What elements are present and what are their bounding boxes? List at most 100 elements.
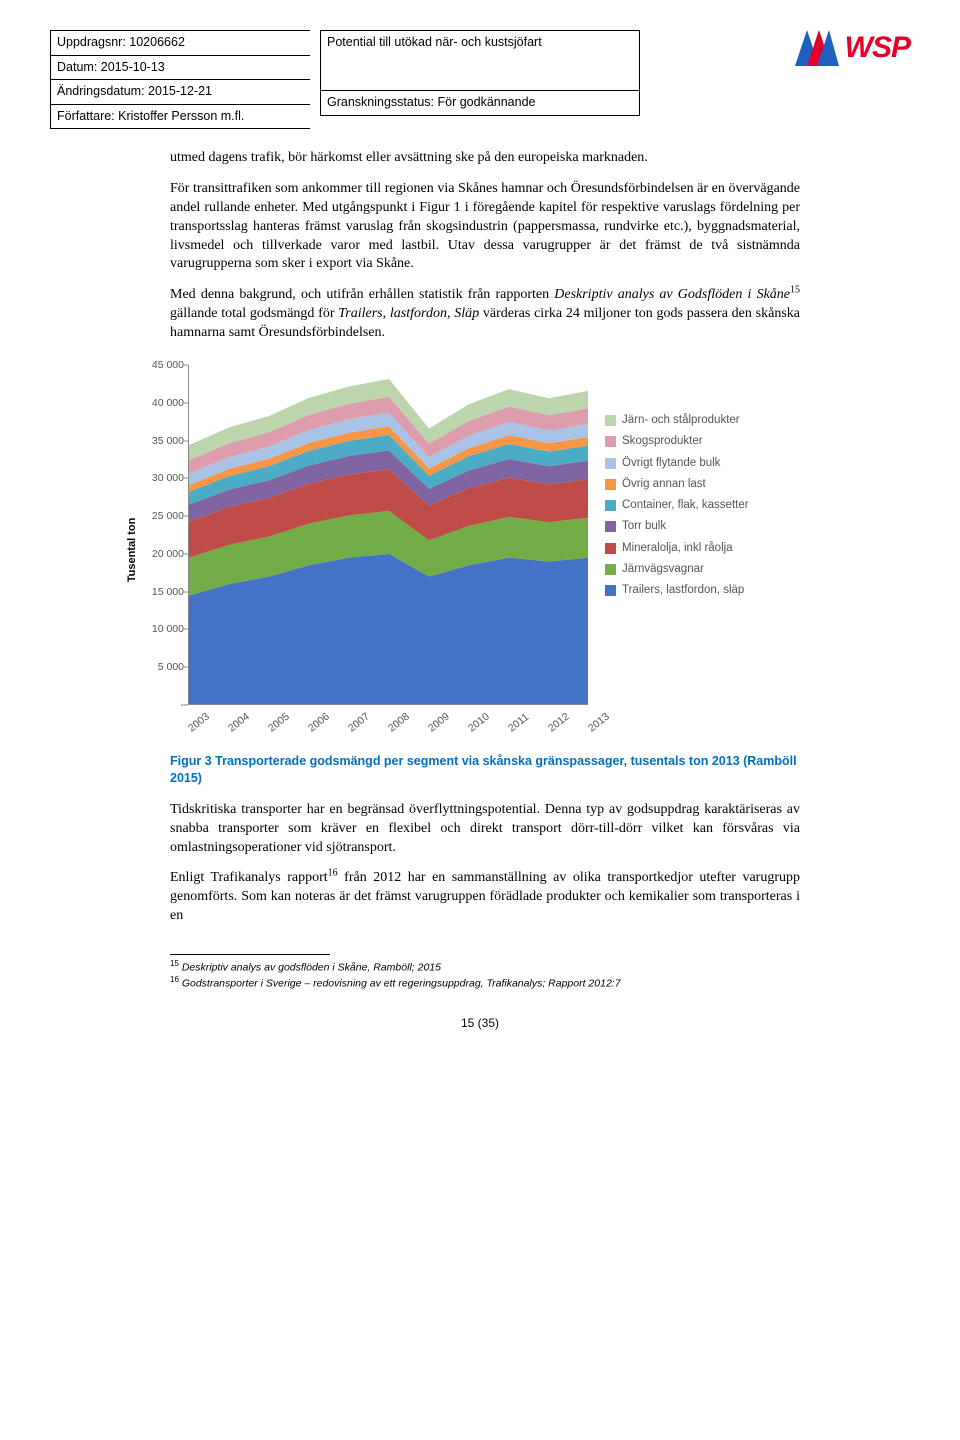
legend-5: Övrig annan last xyxy=(605,474,749,495)
logo-area: WSP xyxy=(650,30,910,66)
ytick-40000-mark xyxy=(184,402,188,403)
footnote-rule xyxy=(170,954,330,955)
ytick-5000-mark xyxy=(184,667,188,668)
uppdrag-label: Uppdragsnr: xyxy=(57,35,126,49)
forfattare-label: Författare: xyxy=(57,109,115,123)
ytick-40000: 40 000 xyxy=(150,397,184,409)
header-meta-left: Uppdragsnr: 10206662 Datum: 2015-10-13 Ä… xyxy=(50,30,310,129)
ytick-15000: 15 000 xyxy=(150,586,184,598)
xtick-2004: 2004 xyxy=(226,711,252,735)
footnotes: 15 Deskriptiv analys av godsflöden i Skå… xyxy=(170,954,800,990)
para-3-b: gällande total godsmängd för xyxy=(170,306,338,321)
legend-2: Mineralolja, inkl råolja xyxy=(605,538,749,559)
legend-7: Skogsprodukter xyxy=(605,431,749,452)
xtick-2011: 2011 xyxy=(506,711,531,734)
legend-label-7: Skogsprodukter xyxy=(622,431,703,452)
ytick-5000: 5 000 xyxy=(150,661,184,673)
doc-title: Potential till utökad när- och kustsjöfa… xyxy=(321,31,639,91)
para-3-i2: Trailers, lastfordon, Släp xyxy=(338,306,479,321)
ytick-15000-mark xyxy=(184,591,188,592)
legend-swatch-8 xyxy=(605,415,616,426)
datum-label: Datum: xyxy=(57,60,97,74)
legend-swatch-4 xyxy=(605,500,616,511)
forfattare-row: Författare: Kristoffer Persson m.fl. xyxy=(51,105,310,129)
ytick-45000-mark xyxy=(184,365,188,366)
ytick-30000-mark xyxy=(184,478,188,479)
wsp-logo-icon xyxy=(795,30,839,66)
xtick-2009: 2009 xyxy=(426,711,452,735)
xtick-2007: 2007 xyxy=(346,711,372,735)
legend-6: Övrigt flytande bulk xyxy=(605,453,749,474)
xtick-2012: 2012 xyxy=(546,711,572,735)
legend-swatch-5 xyxy=(605,479,616,490)
chart-legend: Järn- och stålprodukterSkogsprodukterÖvr… xyxy=(605,410,749,601)
ytick-35000: 35 000 xyxy=(150,435,184,447)
legend-swatch-1 xyxy=(605,564,616,575)
footnote-15: 15 Deskriptiv analys av godsflöden i Skå… xyxy=(170,959,800,975)
para-1: utmed dagens trafik, bör härkomst eller … xyxy=(170,149,800,168)
ytick-0: - xyxy=(150,699,184,711)
gransk-label: Granskningsstatus: xyxy=(327,95,434,109)
figure-caption: Figur 3 Transporterade godsmängd per seg… xyxy=(170,753,800,787)
body-column: utmed dagens trafik, bör härkomst eller … xyxy=(170,149,800,343)
andring-label: Ändringsdatum: xyxy=(57,84,145,98)
legend-swatch-6 xyxy=(605,458,616,469)
legend-swatch-3 xyxy=(605,521,616,532)
para-3-i1: Deskriptiv analys av Godsflöden i Skåne xyxy=(554,287,790,302)
legend-label-8: Järn- och stålprodukter xyxy=(622,410,740,431)
para-5-a: Enligt Trafikanalys rapport xyxy=(170,870,328,885)
xtick-2005: 2005 xyxy=(266,711,292,735)
legend-label-2: Mineralolja, inkl råolja xyxy=(622,538,733,559)
ytick-45000: 45 000 xyxy=(150,359,184,371)
para-5: Enligt Trafikanalys rapport16 från 2012 … xyxy=(170,869,800,926)
para-3-a: Med denna bakgrund, och utifrån erhållen… xyxy=(170,287,554,302)
footnote-16: 16 Godstransporter i Sverige – redovisni… xyxy=(170,975,800,991)
para-3-sup: 15 xyxy=(790,285,800,296)
fn16-num: 16 xyxy=(170,975,179,984)
body-column-2: Tidskritiska transporter har en begränsa… xyxy=(170,801,800,926)
legend-4: Container, flak, kassetter xyxy=(605,495,749,516)
chart-plot-area xyxy=(188,365,588,705)
legend-label-5: Övrig annan last xyxy=(622,474,706,495)
andring-row: Ändringsdatum: 2015-12-21 xyxy=(51,80,310,105)
para-2: För transittrafiken som ankommer till re… xyxy=(170,180,800,274)
ytick-35000-mark xyxy=(184,440,188,441)
para-3: Med denna bakgrund, och utifrån erhållen… xyxy=(170,286,800,343)
legend-label-3: Torr bulk xyxy=(622,516,666,537)
legend-swatch-0 xyxy=(605,585,616,596)
chart-ylabel: Tusental ton xyxy=(126,518,138,583)
andring-val: 2015-12-21 xyxy=(148,84,212,98)
page-number: 15 (35) xyxy=(50,1016,910,1030)
legend-swatch-7 xyxy=(605,436,616,447)
ytick-10000-mark xyxy=(184,629,188,630)
ytick-25000-mark xyxy=(184,516,188,517)
forfattare-val: Kristoffer Persson m.fl. xyxy=(118,109,244,123)
ytick-10000: 10 000 xyxy=(150,623,184,635)
xtick-2013: 2013 xyxy=(586,711,612,735)
para-5-sup: 16 xyxy=(328,868,338,879)
uppdrag-row: Uppdragsnr: 10206662 xyxy=(51,31,310,56)
wsp-logo: WSP xyxy=(795,30,910,66)
chart-svg xyxy=(189,365,588,705)
ytick-0-mark xyxy=(184,705,188,706)
legend-1: Järnvägsvagnar xyxy=(605,559,749,580)
datum-val: 2015-10-13 xyxy=(101,60,165,74)
legend-8: Järn- och stålprodukter xyxy=(605,410,749,431)
legend-label-0: Trailers, lastfordon, släp xyxy=(622,580,744,601)
gransk-val: För godkännande xyxy=(437,95,535,109)
document-header: Uppdragsnr: 10206662 Datum: 2015-10-13 Ä… xyxy=(50,30,910,129)
wsp-logo-text: WSP xyxy=(845,31,910,65)
uppdrag-nr: 10206662 xyxy=(129,35,185,49)
gransk-row: Granskningsstatus: För godkännande xyxy=(321,91,639,115)
datum-row: Datum: 2015-10-13 xyxy=(51,56,310,81)
ytick-20000-mark xyxy=(184,553,188,554)
ytick-30000: 30 000 xyxy=(150,472,184,484)
ytick-25000: 25 000 xyxy=(150,510,184,522)
ytick-20000: 20 000 xyxy=(150,548,184,560)
fn15-num: 15 xyxy=(170,959,179,968)
legend-0: Trailers, lastfordon, släp xyxy=(605,580,749,601)
legend-swatch-2 xyxy=(605,543,616,554)
xtick-2010: 2010 xyxy=(466,711,492,735)
legend-label-1: Järnvägsvagnar xyxy=(622,559,704,580)
legend-3: Torr bulk xyxy=(605,516,749,537)
